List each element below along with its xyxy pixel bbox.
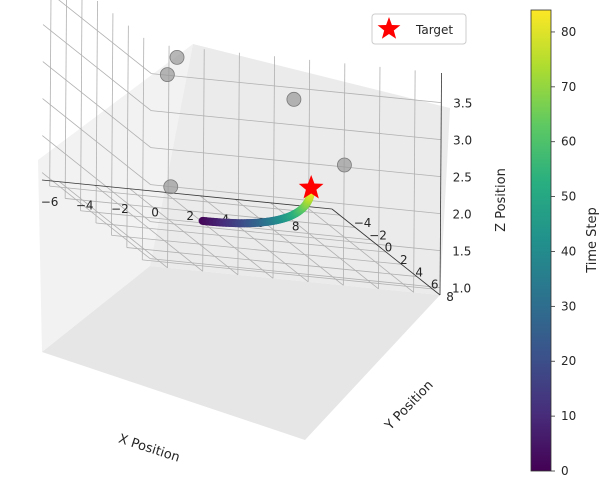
z-axis-line [439,72,442,296]
colorbar-label: Time Step [585,207,600,274]
y-tick-label: −4 [354,216,372,230]
colorbar-tick-label: 70 [561,80,576,94]
grid-line [413,70,416,293]
z-tick-label: 1.5 [452,245,471,259]
grid-line [111,234,402,265]
grid-line [150,221,441,251]
grid-line [80,0,83,211]
target-star-marker [298,175,324,199]
obstacle-point [159,67,175,83]
y-tick-label: 4 [415,265,423,279]
left-pane [38,44,193,352]
grid-line [42,24,152,111]
grid-line [49,0,52,187]
obstacles [159,49,352,195]
x-tick-label: −6 [41,195,59,209]
grid-line [150,258,441,288]
floor-pane [42,266,440,440]
z-tick-label: 3.0 [453,134,472,148]
y-tick-label: 6 [431,278,439,292]
colorbar [530,9,552,472]
obstacle-point [163,179,179,195]
grid-line [111,13,114,236]
x-tick-label: −4 [76,198,94,212]
grid-line [95,0,98,224]
x-tick-label: 2 [186,209,194,223]
colorbar-tick-label: 30 [561,299,576,313]
grid-line [126,247,417,277]
grid-line [150,147,441,177]
colorbar-tick-label: 20 [561,354,576,368]
grid-line [272,56,275,279]
colorbar-tick-label: 40 [561,244,576,258]
y-tick-label: 2 [400,253,408,267]
y-tick-label: 0 [385,241,393,255]
x-axis-line [41,179,333,210]
colorbar-tick-label: 10 [561,409,576,423]
grid-line [41,172,151,259]
colorbar-tick-label: 80 [561,25,576,39]
y-tick-label: 8 [446,290,454,304]
z-tick-label: 2.0 [453,208,472,222]
grid-line [95,222,387,253]
grid-line [202,49,205,272]
colorbar-tick-label: 50 [561,190,576,204]
grid-line [142,259,433,290]
obstacle-point [169,49,185,65]
z-tick-label: 2.5 [453,171,472,185]
z-tick-label: 3.5 [453,97,472,111]
legend-star-icon [377,17,401,39]
z-tick-label: 1.0 [452,282,471,296]
grid-line [150,184,441,214]
grid-line [141,37,145,260]
grid-line [237,52,240,275]
grid-line [151,73,442,103]
grid-line [65,198,356,228]
axes-frame [41,72,442,296]
grid-line [49,185,340,216]
obstacle-point [337,157,352,173]
legend: Target [371,13,467,45]
x-tick-label: −2 [111,202,129,216]
y-axis-label: Y Position [382,378,437,434]
colorbar-tick-label: 60 [561,135,576,149]
target-marker-layer [298,175,324,199]
obstacle-point [286,91,302,107]
colorbar-tick-label: 0 [561,464,569,478]
y-tick-label: −2 [369,228,387,242]
grid-line [42,61,152,148]
x-tick-label: 8 [292,219,300,233]
x-axis-label: X Position [116,432,181,466]
z-axis-label: Z Position [494,168,509,232]
grid-line [378,66,381,289]
grid-line [307,59,311,282]
grid-line [151,110,442,140]
grid-line [58,0,152,74]
grid-line [64,0,67,199]
grid-line [126,25,129,248]
grid-line [342,63,346,286]
y-axis-line [331,208,441,296]
grid-line [42,98,151,185]
back-pane [150,44,450,295]
colorbar-ticks: 0 10 20 30 40 50 60 70 80 [551,25,576,478]
grid-line [167,45,170,268]
grid-line [42,135,151,222]
legend-target-label: Target [415,23,453,37]
x-tick-label: 0 [151,205,159,219]
